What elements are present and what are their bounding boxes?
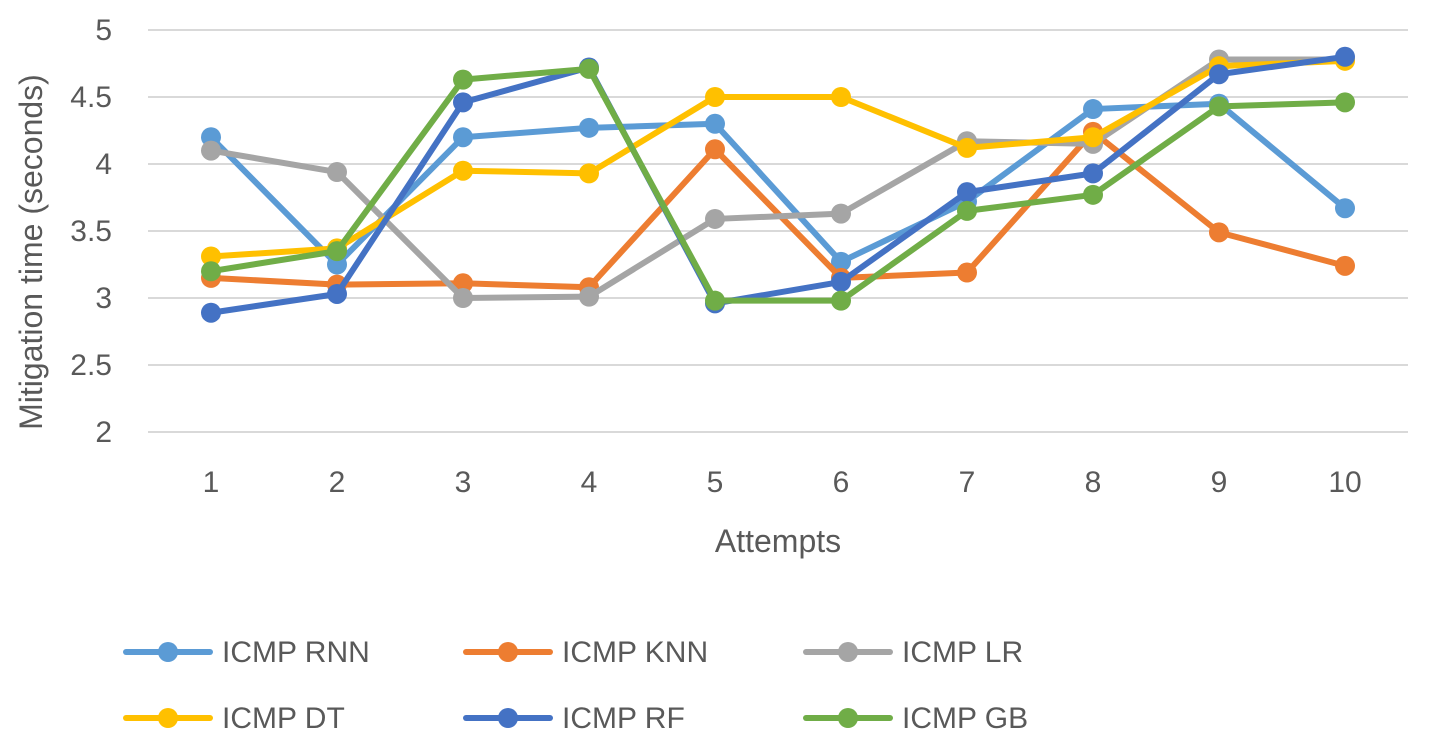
data-point xyxy=(1335,255,1355,276)
data-point xyxy=(201,302,221,323)
y-axis-title: Mitigation time (seconds) xyxy=(13,74,49,430)
data-point xyxy=(831,271,851,292)
x-tick-labels: 1 2 3 4 5 6 7 8 9 10 xyxy=(203,466,1362,499)
series-icmp-rnn xyxy=(201,93,1355,275)
x-tick-label: 1 xyxy=(203,466,220,499)
series-icmp-gb xyxy=(201,58,1355,311)
x-tick-label: 2 xyxy=(329,466,346,499)
data-point xyxy=(453,69,473,90)
legend-label: ICMP DT xyxy=(222,702,345,735)
series-line xyxy=(208,65,1348,304)
x-axis-title: Attempts xyxy=(715,523,841,559)
series-line xyxy=(208,128,1348,291)
data-point xyxy=(579,117,599,138)
y-tick-label: 2.5 xyxy=(70,349,112,382)
data-point xyxy=(1335,92,1355,113)
data-point xyxy=(957,200,977,221)
data-point xyxy=(201,140,221,161)
series-icmp-dt xyxy=(201,50,1355,267)
legend-swatch-marker xyxy=(838,642,858,662)
data-point xyxy=(201,246,221,267)
x-tick-label: 7 xyxy=(959,466,976,499)
data-point xyxy=(957,182,977,203)
x-tick-label: 4 xyxy=(581,466,598,499)
legend: ICMP RNN ICMP KNN ICMP LR ICMP DT ICMP RF ICM… xyxy=(123,636,1028,735)
x-tick-label: 9 xyxy=(1211,466,1228,499)
legend-swatch-marker xyxy=(158,642,178,662)
data-point xyxy=(579,58,599,79)
series-line xyxy=(208,53,1348,316)
data-point xyxy=(957,262,977,283)
legend-label: ICMP KNN xyxy=(562,636,708,669)
data-point xyxy=(1209,222,1229,243)
data-point xyxy=(831,87,851,107)
data-point xyxy=(831,251,851,272)
legend-swatch-marker xyxy=(498,708,518,728)
x-tick-label: 8 xyxy=(1085,466,1102,499)
legend-item-icmp-knn: ICMP KNN xyxy=(463,636,708,669)
x-tick-label: 3 xyxy=(455,466,472,499)
data-point xyxy=(705,139,725,160)
data-point xyxy=(831,203,851,224)
legend-item-icmp-lr: ICMP LR xyxy=(803,636,1023,669)
data-point xyxy=(1083,127,1103,148)
y-tick-label: 3 xyxy=(95,282,112,315)
data-point xyxy=(705,290,725,311)
y-tick-label: 4 xyxy=(95,148,112,181)
data-point xyxy=(201,261,221,282)
legend-label: ICMP GB xyxy=(902,702,1028,735)
data-point xyxy=(579,286,599,307)
data-point xyxy=(705,113,725,134)
x-tick-label: 6 xyxy=(833,466,850,499)
legend-item-icmp-gb: ICMP GB xyxy=(803,702,1028,735)
series-lines xyxy=(201,46,1355,323)
y-tick-label: 2 xyxy=(95,416,112,449)
data-point xyxy=(453,127,473,148)
data-point xyxy=(1335,198,1355,219)
data-point xyxy=(327,283,347,304)
data-point xyxy=(453,160,473,181)
y-tick-label: 3.5 xyxy=(70,215,112,248)
data-point xyxy=(1209,64,1229,85)
y-tick-label: 5 xyxy=(95,14,112,47)
series-line xyxy=(208,57,1348,260)
series-line xyxy=(208,100,1348,268)
data-point xyxy=(327,162,347,183)
legend-label: ICMP LR xyxy=(902,636,1023,669)
legend-item-icmp-rnn: ICMP RNN xyxy=(123,636,370,669)
y-tick-labels: 2 2.5 3 3.5 4 4.5 5 xyxy=(70,14,112,449)
legend-label: ICMP RF xyxy=(562,702,685,735)
data-point xyxy=(1083,99,1103,120)
data-point xyxy=(957,137,977,158)
legend-swatch-marker xyxy=(158,708,178,728)
data-point xyxy=(453,273,473,294)
data-point xyxy=(1083,163,1103,184)
x-tick-label: 5 xyxy=(707,466,724,499)
legend-item-icmp-rf: ICMP RF xyxy=(463,702,685,735)
legend-swatch-marker xyxy=(838,708,858,728)
y-tick-label: 4.5 xyxy=(70,81,112,114)
data-point xyxy=(705,87,725,107)
data-point xyxy=(831,290,851,311)
data-point xyxy=(1083,184,1103,205)
legend-item-icmp-dt: ICMP DT xyxy=(123,702,345,735)
legend-label: ICMP RNN xyxy=(222,636,370,669)
data-point xyxy=(327,241,347,262)
data-point xyxy=(1209,96,1229,117)
x-tick-label: 10 xyxy=(1328,466,1361,499)
data-point xyxy=(579,163,599,184)
legend-swatch-marker xyxy=(498,642,518,662)
data-point xyxy=(705,208,725,229)
data-point xyxy=(453,92,473,113)
data-point xyxy=(1335,46,1355,67)
data-point xyxy=(453,288,473,308)
